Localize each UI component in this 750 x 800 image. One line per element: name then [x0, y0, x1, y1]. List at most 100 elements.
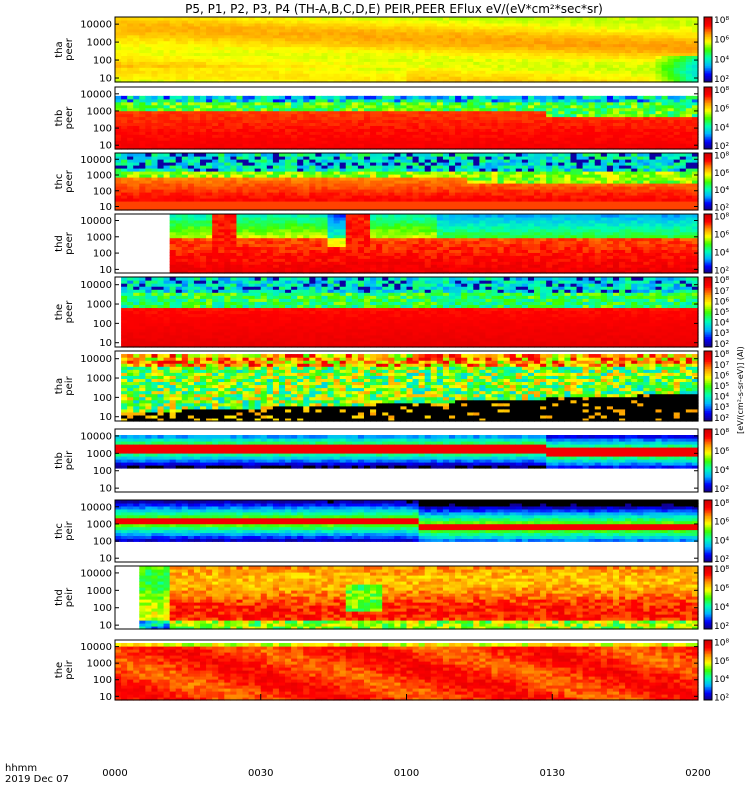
heatmap-cell	[534, 43, 541, 48]
heatmap-cell	[503, 43, 511, 48]
heatmap-cell	[272, 37, 280, 42]
heatmap-cell	[509, 73, 517, 77]
heatmap-cell	[321, 46, 329, 51]
heatmap-cell	[418, 40, 426, 45]
heatmap-cell	[521, 79, 529, 83]
heatmap-cell	[285, 153, 292, 157]
heatmap-cell	[388, 28, 395, 33]
heatmap-cell	[193, 95, 201, 100]
heatmap-cell	[436, 40, 444, 45]
heatmap-cell	[363, 34, 371, 39]
heatmap-cell	[297, 19, 304, 24]
heatmap-cell	[218, 25, 225, 30]
heatmap-cell	[546, 22, 553, 27]
heatmap-cell	[193, 40, 201, 45]
heatmap-cell	[497, 73, 505, 77]
heatmap-cell	[430, 58, 438, 62]
heatmap-cell	[594, 40, 602, 45]
heatmap-cell	[467, 64, 474, 68]
heatmap-cell	[169, 22, 177, 27]
heatmap-cell	[303, 22, 310, 27]
heatmap-cell	[558, 49, 565, 54]
heatmap-cell	[339, 95, 347, 100]
colorbar-tick-label: 10⁴	[714, 123, 729, 133]
heatmap-cell	[363, 31, 371, 36]
heatmap-cell	[127, 79, 134, 83]
heatmap-cell	[200, 153, 207, 157]
heatmap-cell	[200, 22, 207, 27]
heatmap-cell	[157, 58, 165, 62]
heatmap-cell	[570, 17, 578, 21]
heatmap-cell	[278, 25, 286, 30]
heatmap-cell	[297, 28, 304, 33]
heatmap-cell	[424, 76, 432, 80]
heatmap-cell	[467, 49, 474, 54]
heatmap-cell	[376, 37, 383, 42]
heatmap-cell	[115, 55, 122, 59]
heatmap-cell	[163, 28, 171, 33]
heatmap-cell	[594, 67, 602, 71]
heatmap-cell	[534, 22, 541, 27]
heatmap-cell	[388, 25, 395, 30]
heatmap-cell	[436, 79, 444, 83]
heatmap-cells	[115, 95, 699, 150]
heatmap-cell	[400, 79, 408, 83]
heatmap-cell	[357, 76, 365, 80]
heatmap-cell	[303, 31, 310, 36]
heatmap-cell	[534, 31, 541, 36]
heatmap-cell	[157, 61, 165, 65]
heatmap-cell	[127, 49, 134, 54]
heatmap-cell	[412, 58, 420, 62]
heatmap-cell	[303, 25, 310, 30]
heatmap-cell	[242, 31, 250, 36]
heatmap-cell	[181, 61, 189, 65]
heatmap-cell	[679, 95, 687, 100]
heatmap-cell	[564, 19, 572, 24]
heatmap-cell	[479, 31, 487, 36]
heatmap-cell	[315, 70, 323, 74]
heatmap-cell	[285, 61, 292, 65]
heatmap-cell	[376, 73, 383, 77]
heatmap-cell	[558, 37, 565, 42]
heatmap-cell	[552, 95, 559, 100]
heatmap-cell	[303, 76, 310, 80]
heatmap-cell	[400, 40, 408, 45]
heatmap-cell	[297, 22, 304, 27]
heatmap-cell	[224, 61, 231, 65]
heatmap-cell	[333, 49, 341, 54]
heatmap-cell	[163, 49, 171, 54]
heatmap-cell	[248, 79, 256, 83]
heatmap-cell	[345, 22, 353, 27]
heatmap-cell	[272, 79, 280, 83]
heatmap-cell	[309, 37, 316, 42]
heatmap-cell	[278, 76, 286, 80]
heatmap-cell	[333, 153, 341, 157]
heatmap-cell	[224, 19, 231, 24]
heatmap-cell	[540, 37, 547, 42]
heatmap-cell	[321, 76, 329, 80]
heatmap-cell	[309, 34, 316, 39]
heatmap-cell	[175, 70, 183, 74]
heatmap-cell	[455, 46, 462, 51]
heatmap-cell	[394, 76, 402, 80]
heatmap-cell	[552, 73, 559, 77]
heatmap-cell	[588, 76, 596, 80]
heatmap-cell	[187, 55, 195, 59]
heatmap-cell	[206, 34, 213, 39]
heatmap-cell	[394, 22, 402, 27]
heatmap-cell	[206, 40, 213, 45]
heatmap-cell	[558, 25, 565, 30]
heatmap-cell	[193, 19, 201, 24]
heatmap-cell	[479, 40, 487, 45]
heatmap-cell	[218, 55, 225, 59]
heatmap-cell	[242, 40, 250, 45]
heatmap-cell	[309, 55, 316, 59]
heatmap-cell	[491, 70, 499, 74]
heatmap-cell	[230, 37, 238, 42]
heatmap-cell	[157, 67, 165, 71]
heatmap-cell	[133, 153, 140, 157]
heatmap-cell	[546, 52, 553, 56]
heatmap-cell	[576, 28, 584, 33]
heatmap-cell	[321, 37, 329, 42]
heatmap-cell	[418, 153, 426, 157]
